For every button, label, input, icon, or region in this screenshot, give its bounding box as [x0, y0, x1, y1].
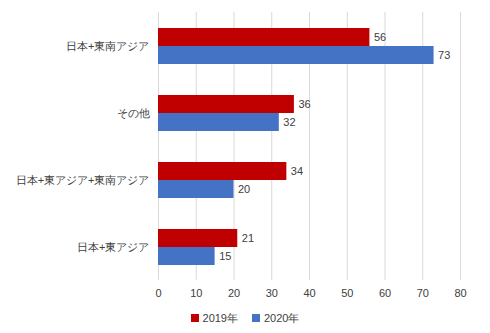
svg-text:20: 20 — [238, 183, 250, 195]
svg-text:40: 40 — [303, 287, 315, 299]
svg-text:日本+東アジア: 日本+東アジア — [77, 241, 149, 253]
svg-text:日本+東アジア+東南アジア: 日本+東アジア+東南アジア — [16, 174, 150, 186]
svg-text:73: 73 — [438, 49, 450, 61]
svg-text:80: 80 — [454, 287, 466, 299]
html-text:2019年: 2019年 — [202, 311, 238, 324]
svg-text:日本+東南アジア: 日本+東南アジア — [66, 40, 149, 52]
svg-text:60: 60 — [379, 287, 391, 299]
svg-text:56: 56 — [374, 31, 386, 43]
svg-text:15: 15 — [219, 250, 231, 262]
html-text:2020年: 2020年 — [264, 311, 300, 324]
svg-text:10: 10 — [190, 287, 202, 299]
svg-text:32: 32 — [283, 116, 295, 128]
svg-text:21: 21 — [242, 232, 254, 244]
svg-text:36: 36 — [298, 98, 310, 110]
svg-text:34: 34 — [291, 165, 303, 177]
svg-text:50: 50 — [341, 287, 353, 299]
svg-text:その他: その他 — [117, 107, 150, 119]
svg-text:70: 70 — [417, 287, 429, 299]
svg-text:30: 30 — [266, 287, 278, 299]
svg-text:20: 20 — [228, 287, 240, 299]
svg-text:0: 0 — [155, 287, 161, 299]
